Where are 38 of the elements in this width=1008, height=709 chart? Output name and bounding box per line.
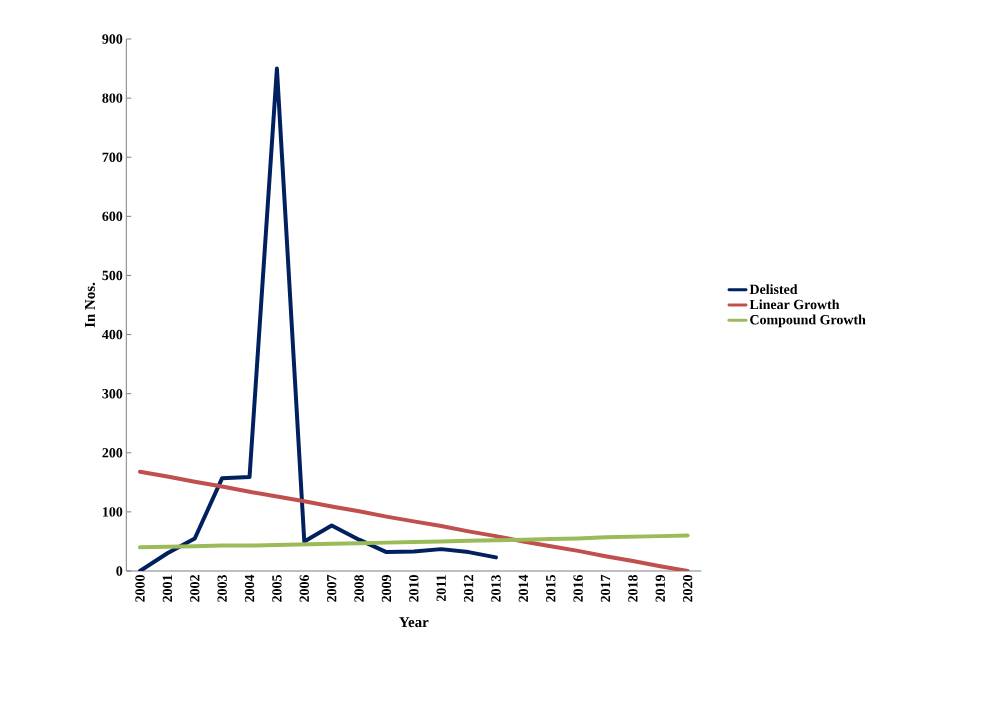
line-series [138, 469, 690, 571]
y-tick-label: 900 [102, 34, 123, 44]
x-tick-label: 2010 [409, 575, 419, 602]
x-tick-label: 2009 [381, 575, 392, 602]
x-tick-label: 2012 [463, 575, 474, 602]
x-tick-label: 2014 [518, 574, 529, 602]
x-tick-label: 2013 [491, 574, 501, 602]
y-tick-label: 400 [102, 329, 123, 340]
x-tick-label: 2008 [354, 574, 364, 602]
line-series [138, 66, 498, 571]
x-tick-label: 2016 [573, 574, 583, 602]
x-tick-label: 2007 [326, 574, 337, 602]
y-tick-label: 0 [116, 566, 123, 576]
y-axis-title: In Nos. [85, 282, 96, 328]
legend-label: Delisted [749, 284, 798, 295]
x-tick-label: 2006 [299, 574, 309, 602]
legend-label: Compound Growth [750, 314, 866, 328]
x-tick-label: 2002 [190, 575, 200, 602]
x-tick-label: 2018 [628, 574, 638, 602]
y-tick-label: 500 [102, 270, 123, 281]
y-tick-label: 600 [102, 211, 123, 222]
x-axis-title: Year [399, 617, 429, 628]
x-tick-label: 2005 [272, 575, 282, 602]
x-tick-label: 2001 [162, 575, 173, 602]
x-tick-label: 2017 [600, 574, 611, 602]
y-tick-label: 700 [102, 152, 123, 162]
y-tick-label: 100 [102, 507, 123, 517]
x-tick-label: 2019 [655, 575, 665, 602]
x-tick-label: 2011 [436, 575, 446, 602]
x-tick-label: 2015 [546, 575, 556, 602]
y-tick-label: 200 [102, 448, 123, 458]
x-tick-label: 2020 [682, 575, 693, 602]
x-tick-label: 2003 [217, 574, 227, 602]
x-tick-label: 2004 [244, 574, 255, 602]
x-tick-label: 2000 [135, 575, 145, 602]
legend-label: Linear Growth [749, 299, 840, 310]
y-tick-label: 300 [102, 388, 123, 399]
y-tick-label: 800 [102, 93, 123, 103]
